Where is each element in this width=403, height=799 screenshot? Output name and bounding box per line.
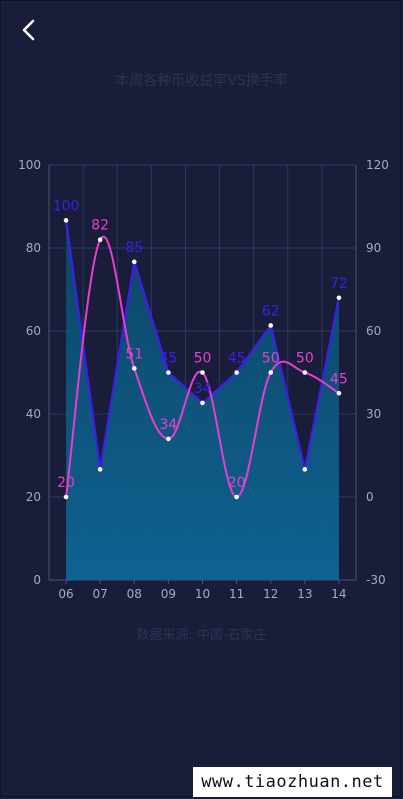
- data-point: [234, 494, 239, 500]
- y-left-tick-label: 40: [26, 407, 41, 421]
- data-label: 50: [262, 351, 280, 367]
- data-label: 34: [194, 381, 212, 397]
- data-point: [97, 237, 103, 242]
- area-fill-series-0: [66, 220, 339, 581]
- x-tick-label: 12: [263, 587, 278, 601]
- watermark-text: www.tiaozhuan.net: [193, 767, 392, 797]
- x-tick-label: 13: [297, 587, 312, 601]
- x-tick-label: 08: [127, 587, 142, 601]
- data-point: [63, 494, 69, 500]
- area-fill: [66, 220, 339, 581]
- back-chevron-icon[interactable]: [18, 18, 42, 42]
- x-tick-label: 09: [161, 587, 176, 601]
- chart-title: 本周各种币收益率VS换手率: [115, 73, 288, 89]
- y-right-tick-label: 30: [366, 407, 381, 421]
- x-tick-label: 14: [331, 587, 346, 601]
- data-label: 100: [53, 198, 80, 214]
- data-label: 72: [330, 276, 348, 292]
- data-points: [63, 218, 342, 500]
- data-label: 85: [125, 240, 143, 256]
- data-point: [63, 218, 69, 223]
- data-label: 34: [159, 417, 177, 433]
- data-point: [268, 370, 274, 375]
- data-point: [131, 259, 137, 265]
- data-label: 50: [194, 351, 212, 367]
- y-left-tick-label: 60: [26, 324, 41, 338]
- data-point: [131, 366, 137, 371]
- data-point: [234, 370, 239, 375]
- data-label: 82: [91, 218, 109, 234]
- data-label: 51: [125, 346, 143, 362]
- x-tick-label: 07: [93, 587, 108, 601]
- y-left-tick-label: 20: [26, 490, 41, 504]
- y-right-tick-label: 90: [366, 241, 381, 255]
- data-point: [200, 370, 205, 375]
- x-tick-label: 10: [195, 587, 210, 601]
- data-label: 50: [296, 351, 314, 367]
- y-left-tick-label: 100: [18, 158, 41, 172]
- data-source-text: 数据来源: 中国-石家庄: [136, 628, 267, 643]
- y-right-tick-label: -30: [366, 573, 386, 587]
- data-point: [166, 436, 171, 442]
- x-tick-label: 06: [58, 587, 73, 601]
- y-right-tick-label: 0: [366, 490, 374, 504]
- data-point: [97, 467, 103, 472]
- data-point: [302, 370, 308, 375]
- data-point: [268, 323, 274, 328]
- data-label: 20: [228, 475, 246, 491]
- data-label: 45: [159, 351, 177, 367]
- data-label: 62: [262, 303, 280, 319]
- data-label: 45: [228, 351, 246, 367]
- data-point: [166, 370, 171, 375]
- data-point: [200, 400, 205, 406]
- y-right-tick-label: 120: [366, 158, 389, 172]
- data-label: 45: [330, 371, 348, 387]
- y-right-tick-label: 60: [366, 324, 381, 338]
- x-tick-label: 11: [229, 587, 244, 601]
- data-point: [336, 390, 342, 396]
- y-left-tick-label: 0: [33, 573, 41, 587]
- data-label: 20: [57, 475, 75, 491]
- data-point: [336, 295, 342, 301]
- data-point: [302, 467, 308, 472]
- data-labels: 100 85 45 34 45 62 72 20 82 51 34 50 20 50 50 45: [53, 198, 348, 491]
- y-left-tick-label: 80: [26, 241, 41, 255]
